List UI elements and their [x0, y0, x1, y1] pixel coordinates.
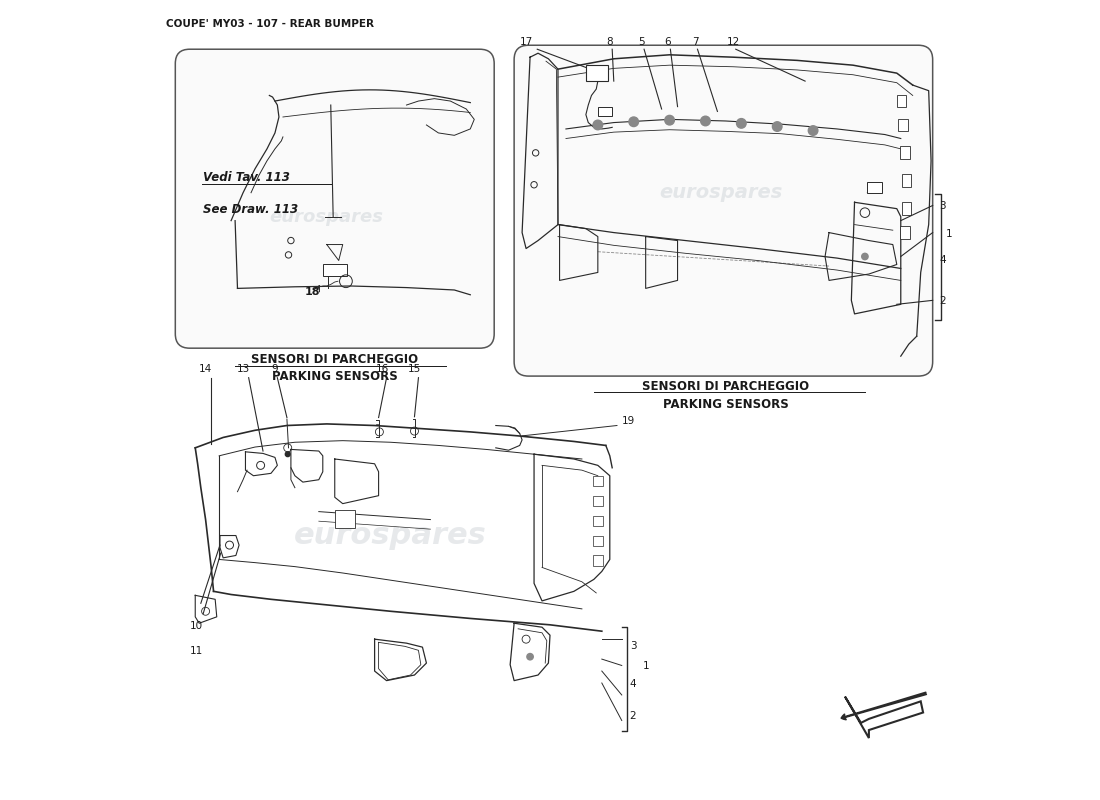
Text: PARKING SENSORS: PARKING SENSORS [662, 398, 789, 411]
Text: 8: 8 [606, 38, 613, 47]
Text: 9: 9 [272, 364, 278, 374]
Bar [334, 510, 354, 527]
Text: 4: 4 [629, 679, 636, 689]
Text: 15: 15 [408, 364, 421, 374]
FancyBboxPatch shape [175, 50, 494, 348]
Circle shape [629, 117, 638, 126]
Bar [593, 555, 603, 566]
Text: 1: 1 [642, 661, 649, 670]
Text: Vedi Tav. 113: Vedi Tav. 113 [204, 170, 290, 184]
Text: 10: 10 [189, 621, 202, 631]
Text: 7: 7 [692, 38, 698, 47]
Text: 11: 11 [189, 646, 202, 655]
Text: 18: 18 [305, 286, 320, 297]
Text: SENSORI DI PARCHEGGIO: SENSORI DI PARCHEGGIO [641, 380, 808, 393]
FancyBboxPatch shape [514, 46, 933, 376]
Circle shape [808, 126, 818, 135]
Bar [597, 106, 613, 116]
Text: PARKING SENSORS: PARKING SENSORS [272, 370, 397, 383]
Circle shape [593, 120, 603, 130]
Text: 4: 4 [939, 255, 946, 265]
Circle shape [701, 116, 711, 126]
Circle shape [664, 115, 674, 125]
Text: 2: 2 [629, 711, 636, 721]
Text: See Draw. 113: See Draw. 113 [204, 202, 298, 216]
Text: 19: 19 [621, 416, 635, 426]
Bar [593, 496, 603, 506]
Text: eurospares: eurospares [660, 183, 783, 202]
Bar [593, 535, 603, 546]
Circle shape [772, 122, 782, 131]
Text: eurospares: eurospares [294, 521, 487, 550]
Text: 1: 1 [946, 229, 953, 238]
Circle shape [737, 118, 746, 128]
Bar [899, 118, 907, 131]
Bar [593, 515, 603, 526]
Circle shape [527, 654, 534, 660]
Bar [902, 202, 911, 215]
Text: 17: 17 [519, 38, 532, 47]
Text: 2: 2 [939, 296, 946, 306]
Text: SENSORI DI PARCHEGGIO: SENSORI DI PARCHEGGIO [251, 353, 418, 366]
Bar [593, 476, 603, 486]
Bar [867, 182, 881, 193]
Circle shape [285, 452, 290, 457]
Bar [902, 174, 911, 187]
Text: COUPE' MY03 - 107 - REAR BUMPER: COUPE' MY03 - 107 - REAR BUMPER [166, 19, 374, 29]
Text: 6: 6 [664, 38, 671, 47]
Text: 12: 12 [727, 38, 740, 47]
Text: 13: 13 [238, 364, 251, 374]
Bar [586, 65, 608, 81]
Text: 14: 14 [199, 364, 212, 374]
Text: 3: 3 [939, 201, 946, 210]
Bar [900, 146, 910, 159]
Bar [900, 226, 910, 239]
Text: 5: 5 [638, 38, 645, 47]
Polygon shape [845, 697, 923, 738]
Text: 3: 3 [629, 641, 636, 650]
Circle shape [861, 254, 868, 260]
Bar [896, 94, 906, 107]
Text: eurospares: eurospares [270, 208, 384, 226]
Text: 16: 16 [376, 364, 389, 374]
Bar [322, 265, 346, 277]
